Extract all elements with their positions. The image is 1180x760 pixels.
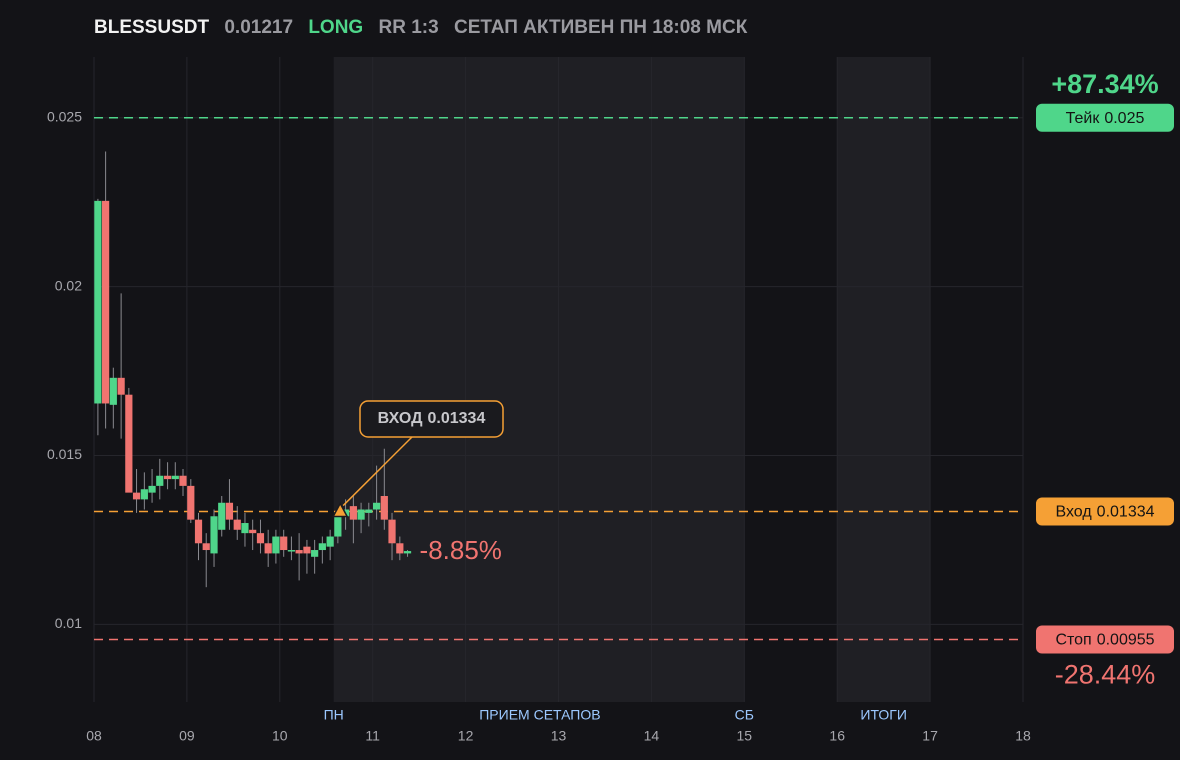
candle-body bbox=[388, 519, 396, 544]
level-value: 0.00955 bbox=[1097, 632, 1155, 649]
y-tick-label: 0.015 bbox=[47, 446, 82, 462]
level-tag bbox=[1036, 625, 1174, 654]
candle-body bbox=[373, 502, 381, 510]
candle-body bbox=[233, 519, 241, 530]
entry-callout bbox=[359, 400, 504, 438]
x-tick-label: 08 bbox=[86, 728, 102, 744]
candle-body bbox=[94, 200, 102, 404]
candle-body bbox=[249, 529, 257, 534]
level-change: -28.44% bbox=[1055, 660, 1156, 690]
session-label: ПРИЕМ СЕТАПОВ bbox=[479, 707, 600, 723]
candle-body bbox=[396, 543, 404, 554]
entry-value: 0.01334 bbox=[428, 410, 486, 427]
x-tick-label: 16 bbox=[829, 728, 845, 744]
level-tag bbox=[1036, 497, 1174, 526]
level-name: Тейк bbox=[1066, 110, 1101, 127]
candle-body bbox=[109, 377, 117, 405]
candle-body bbox=[318, 543, 326, 551]
candle-body bbox=[303, 546, 311, 554]
level-value: 0.025 bbox=[1104, 110, 1144, 127]
x-tick-label: 09 bbox=[179, 728, 195, 744]
y-tick-label: 0.02 bbox=[55, 277, 82, 293]
candle-body bbox=[380, 496, 388, 520]
x-tick-label: 10 bbox=[272, 728, 288, 744]
price: 0.01217 bbox=[224, 17, 293, 38]
level-name: Стоп bbox=[1055, 632, 1091, 649]
candle-body bbox=[295, 550, 303, 554]
level-change: +87.34% bbox=[1051, 69, 1158, 99]
candle-body bbox=[326, 536, 334, 547]
candle-body bbox=[256, 533, 265, 544]
entry-connector bbox=[342, 436, 413, 507]
candle-body bbox=[171, 475, 179, 480]
session-label: СБ bbox=[735, 707, 754, 723]
entry-marker bbox=[331, 501, 349, 518]
side: LONG bbox=[308, 17, 363, 38]
candle-body bbox=[125, 394, 133, 493]
level-name: Вход bbox=[1055, 504, 1092, 521]
candle-body bbox=[365, 509, 373, 513]
x-tick-label: 12 bbox=[458, 728, 474, 744]
x-tick-label: 14 bbox=[644, 728, 660, 744]
candle-body bbox=[148, 485, 156, 493]
candle-body bbox=[156, 475, 164, 486]
x-tick-label: 13 bbox=[551, 728, 567, 744]
symbol: BLESSUSDT bbox=[94, 17, 209, 38]
candle-body bbox=[264, 543, 272, 554]
candle-body bbox=[311, 550, 319, 557]
entry-callout-text: ВХОД 0.01334 bbox=[378, 410, 486, 427]
candle-body bbox=[349, 506, 357, 520]
level-label: Стоп 0.00955 bbox=[1055, 632, 1154, 649]
x-tick-label: 15 bbox=[737, 728, 753, 744]
candle-body bbox=[287, 550, 296, 552]
candle-body bbox=[140, 489, 148, 500]
rr: RR 1:3 bbox=[379, 17, 439, 38]
session-label: ПН bbox=[324, 707, 344, 723]
candle-body bbox=[202, 543, 210, 551]
status: СЕТАП АКТИВЕН ПН 18:08 МСК bbox=[454, 17, 748, 38]
x-tick-label: 18 bbox=[1015, 728, 1031, 744]
x-tick-label: 11 bbox=[365, 728, 380, 744]
candle-body bbox=[357, 509, 365, 520]
entry-label: ВХОД bbox=[378, 410, 423, 427]
candle-body bbox=[132, 492, 141, 500]
candle-body bbox=[179, 475, 187, 486]
x-tick-label: 17 bbox=[922, 728, 938, 744]
current-change: -8.85% bbox=[420, 535, 502, 565]
candle-body bbox=[102, 200, 110, 404]
candle-body bbox=[272, 536, 280, 554]
session-label: ИТОГИ bbox=[860, 707, 907, 723]
y-tick-label: 0.025 bbox=[47, 108, 82, 124]
candle-body bbox=[241, 523, 249, 534]
candle-body bbox=[194, 519, 203, 544]
header: BLESSUSDT 0.01217 LONG RR 1:3 СЕТАП АКТИ… bbox=[94, 17, 748, 38]
candle-body bbox=[403, 551, 412, 554]
session-band bbox=[333, 57, 745, 702]
level-label: Вход 0.01334 bbox=[1055, 504, 1154, 521]
level-label: Тейк 0.025 bbox=[1066, 110, 1145, 127]
session-band bbox=[837, 57, 931, 702]
level-value: 0.01334 bbox=[1097, 504, 1155, 521]
level-tag bbox=[1036, 103, 1174, 132]
candle-body bbox=[187, 485, 195, 520]
candle-body bbox=[280, 536, 288, 551]
candle-body bbox=[163, 475, 172, 480]
candle-body bbox=[334, 516, 342, 537]
candle-body bbox=[210, 516, 218, 554]
y-tick-label: 0.01 bbox=[55, 615, 82, 631]
candle-body bbox=[225, 502, 234, 520]
candle-body bbox=[117, 377, 125, 395]
candle-body bbox=[218, 502, 226, 530]
